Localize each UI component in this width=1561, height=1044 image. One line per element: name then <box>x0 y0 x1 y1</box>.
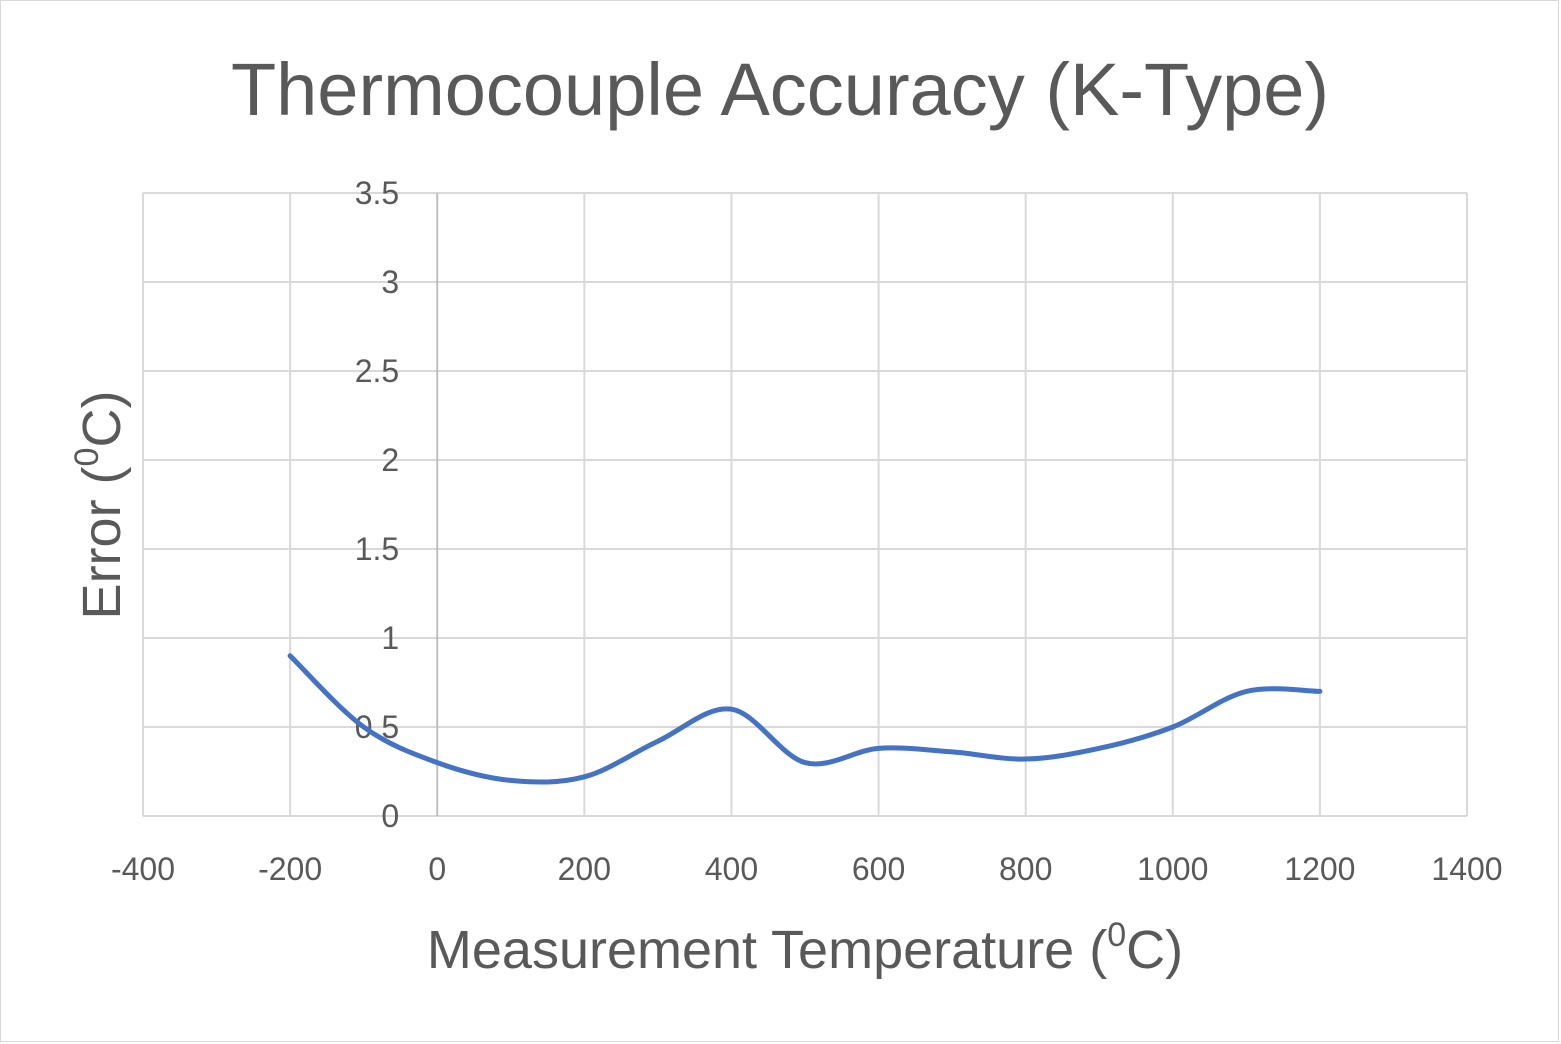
y-tick-label: 2 <box>381 442 399 478</box>
x-axis-ticks: -400 -200 0 200 400 600 800 1000 1200 1400 <box>111 851 1503 887</box>
x-tick-label: 0 <box>428 851 446 887</box>
series-group <box>287 653 1323 785</box>
x-tick-label: 1400 <box>1431 851 1502 887</box>
y-tick-label: 1 <box>381 620 399 656</box>
x-tick-label: 1000 <box>1137 851 1208 887</box>
y-tick-label: 3 <box>381 264 399 300</box>
x-tick-label: -200 <box>258 851 322 887</box>
grid-lines <box>142 192 1468 817</box>
x-tick-label: -400 <box>111 851 175 887</box>
x-tick-label: 800 <box>999 851 1052 887</box>
chart-title: Thermocouple Accuracy (K-Type) <box>231 48 1329 131</box>
x-tick-label: 600 <box>852 851 905 887</box>
y-tick-label: 0 <box>381 798 399 834</box>
series-line <box>287 653 1323 785</box>
y-tick-label: 1.5 <box>355 531 399 567</box>
x-tick-label: 200 <box>558 851 611 887</box>
y-axis-title: Error (0C) <box>68 391 132 620</box>
x-axis-title: Measurement Temperature (0C) <box>427 916 1183 980</box>
x-tick-label: 400 <box>705 851 758 887</box>
y-tick-label: 2.5 <box>355 353 399 389</box>
x-tick-label: 1200 <box>1284 851 1355 887</box>
y-tick-label: 3.5 <box>355 175 399 211</box>
